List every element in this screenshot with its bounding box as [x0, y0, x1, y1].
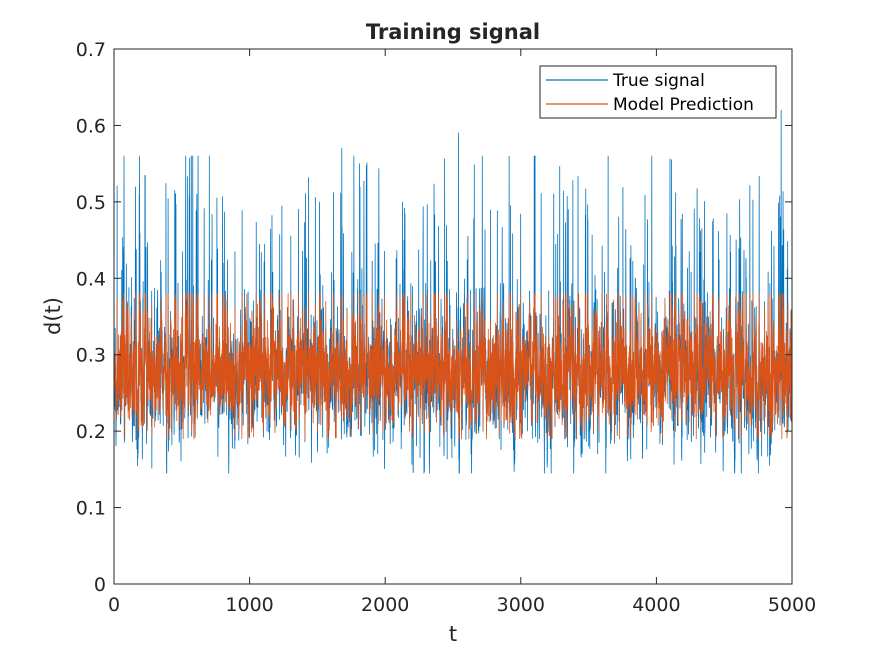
axes-frame [113, 48, 793, 585]
y-tick-label: 0.7 [76, 39, 106, 61]
x-tick-label: 2000 [361, 594, 409, 616]
legend-label-model-prediction: Model Prediction [613, 95, 754, 115]
x-axis-label: t [449, 622, 457, 646]
chart-title: Training signal [366, 20, 540, 44]
y-axis-label: d(t) [41, 297, 65, 335]
y-tick-label: 0.3 [76, 345, 106, 367]
axes-background [114, 49, 792, 584]
y-tick-label: 0 [94, 574, 106, 596]
legend: True signal Model Prediction [539, 65, 777, 119]
x-tick-label: 1000 [225, 594, 273, 616]
legend-label-true-signal: True signal [612, 71, 705, 91]
x-tick-label: 3000 [497, 594, 545, 616]
x-tick-label: 5000 [768, 594, 816, 616]
y-axis-ticks: 0 0.1 0.2 0.3 0.4 0.5 0.6 0.7 [76, 39, 792, 596]
y-tick-label: 0.5 [76, 192, 106, 214]
legend-box [539, 65, 777, 119]
y-tick-label: 0.4 [76, 268, 106, 290]
x-tick-label: 4000 [632, 594, 680, 616]
x-axis-ticks: 0 1000 2000 3000 4000 5000 [108, 49, 816, 616]
y-tick-label: 0.1 [76, 498, 106, 520]
x-tick-label: 0 [108, 594, 120, 616]
y-tick-label: 0.6 [76, 115, 106, 137]
plot-area [113, 49, 793, 585]
y-tick-label: 0.2 [76, 421, 106, 443]
axes-box [113, 48, 793, 585]
series-model-prediction [113, 293, 793, 440]
series-layer [113, 109, 793, 585]
